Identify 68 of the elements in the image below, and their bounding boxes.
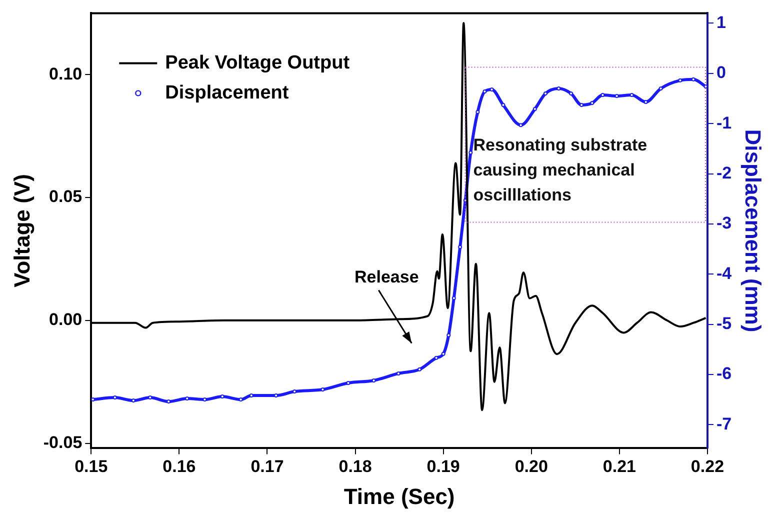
point xyxy=(658,86,663,90)
x-tick-label: 0.17 xyxy=(250,457,284,476)
point xyxy=(490,87,494,92)
point xyxy=(396,371,400,376)
point xyxy=(458,245,462,250)
y2-axis-title: Displacement (mm) xyxy=(740,129,766,332)
point xyxy=(292,390,297,394)
point xyxy=(501,103,506,108)
point xyxy=(220,394,224,399)
point xyxy=(518,123,523,128)
point xyxy=(91,398,95,402)
y2-tick-label: -4 xyxy=(716,264,732,283)
point xyxy=(644,100,648,104)
y-tick-label: 0.00 xyxy=(49,310,82,330)
point xyxy=(543,91,548,96)
point xyxy=(274,394,278,398)
y-tick-label: 0.10 xyxy=(49,64,82,84)
point xyxy=(600,92,605,97)
point xyxy=(569,91,574,96)
x-tick-label: 0.21 xyxy=(602,457,636,476)
point xyxy=(678,78,682,82)
point xyxy=(112,396,117,400)
point xyxy=(476,110,480,114)
x-tick-label: 0.16 xyxy=(162,457,196,476)
x-tick-label: 0.15 xyxy=(74,457,108,476)
y2-tick-label: -6 xyxy=(716,364,732,384)
annotation: Release xyxy=(354,267,419,286)
y-tick-label: 0.05 xyxy=(49,187,82,206)
point xyxy=(532,107,537,112)
point xyxy=(249,394,254,398)
x-tick-label: 0.20 xyxy=(514,457,548,476)
x-axis-title: Time (Sec) xyxy=(344,484,455,509)
point xyxy=(590,101,594,106)
y-tick-label: -0.05 xyxy=(43,432,82,452)
point xyxy=(238,398,243,402)
point xyxy=(320,388,325,392)
point xyxy=(185,396,190,401)
y2-tick-label: 1 xyxy=(716,12,726,32)
point xyxy=(556,86,561,90)
y-axis-title: Voltage (V) xyxy=(9,174,34,288)
point xyxy=(434,356,438,360)
x-tick-label: 0.19 xyxy=(426,457,460,476)
point xyxy=(468,150,473,155)
point xyxy=(630,92,634,97)
legend-label: Peak Voltage Output xyxy=(165,52,350,74)
point xyxy=(691,77,696,82)
legend-label: Displacement xyxy=(165,82,290,104)
x-tick-label: 0.22 xyxy=(690,457,724,476)
y2-tick-label: 0 xyxy=(716,63,726,82)
point xyxy=(418,367,422,372)
point xyxy=(580,103,584,108)
point xyxy=(482,89,487,94)
annotation: Resonating substrate causing mechanical oscilllations xyxy=(473,135,648,204)
y2-tick-label: -3 xyxy=(716,214,732,233)
point xyxy=(346,380,350,385)
point xyxy=(614,94,619,98)
point xyxy=(452,296,456,300)
point xyxy=(131,398,136,403)
point xyxy=(202,398,207,402)
y2-tick-label: -2 xyxy=(716,163,732,182)
x-tick-label: 0.18 xyxy=(338,457,372,476)
point xyxy=(446,333,451,338)
point xyxy=(372,378,376,382)
point xyxy=(148,396,152,400)
point xyxy=(441,352,446,356)
y2-tick-label: -7 xyxy=(716,414,732,434)
y2-tick-label: -1 xyxy=(716,113,732,132)
y2-tick-label: -5 xyxy=(716,314,732,333)
